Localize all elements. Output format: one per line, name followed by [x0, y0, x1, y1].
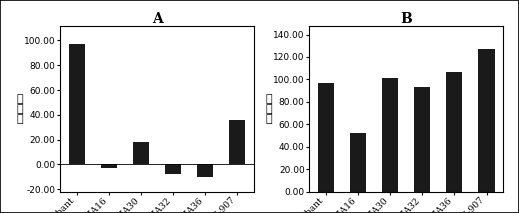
- Bar: [414, 87, 430, 192]
- Bar: [197, 164, 213, 177]
- Bar: [382, 78, 398, 192]
- Bar: [318, 83, 334, 192]
- Bar: [101, 164, 117, 168]
- Title: B: B: [400, 12, 412, 26]
- Bar: [350, 133, 366, 192]
- Title: A: A: [152, 12, 162, 26]
- Bar: [165, 164, 181, 174]
- Y-axis label: 抑
制
率: 抑 制 率: [17, 94, 23, 124]
- Y-axis label: 抑
制
率: 抑 制 率: [266, 94, 272, 124]
- Bar: [446, 72, 462, 192]
- Bar: [479, 49, 495, 192]
- Bar: [69, 44, 85, 164]
- Bar: [229, 120, 245, 164]
- Bar: [133, 142, 149, 164]
